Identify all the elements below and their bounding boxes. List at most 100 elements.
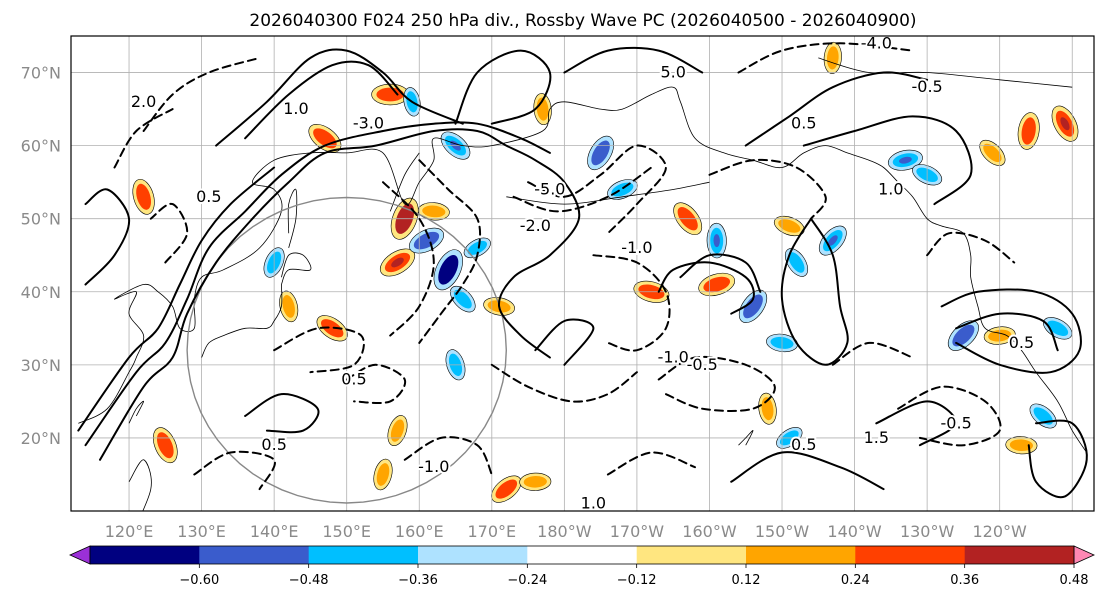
pc-contour bbox=[454, 49, 552, 125]
map-background bbox=[71, 36, 1094, 511]
divergence-blob bbox=[979, 139, 1006, 166]
divergence-blob bbox=[698, 272, 736, 297]
pc-contour bbox=[563, 46, 704, 74]
pc-contour bbox=[875, 400, 958, 447]
contour-label: 0.5 bbox=[341, 369, 366, 388]
pc-contour bbox=[940, 288, 1082, 374]
divergence-blob bbox=[379, 248, 416, 277]
x-tick-label: 170°E bbox=[467, 522, 516, 541]
rossby-pc-contours bbox=[77, 42, 1088, 499]
contour-label: 0.5 bbox=[1009, 333, 1034, 352]
y-tick-label: 60°N bbox=[21, 137, 61, 156]
contour-label: -1.0 bbox=[621, 238, 652, 257]
divergence-blob bbox=[738, 289, 768, 323]
y-tick-label: 50°N bbox=[21, 210, 61, 229]
colorbar-segment bbox=[964, 546, 1075, 564]
contour-label: 1.0 bbox=[581, 494, 606, 513]
x-tick-label: 160°E bbox=[395, 522, 444, 541]
pc-contour bbox=[215, 48, 464, 147]
divergence-blob bbox=[408, 227, 445, 254]
divergence-blob bbox=[533, 93, 552, 126]
colorbar-tick-label: 0.12 bbox=[732, 573, 761, 588]
x-tick-label: 120°E bbox=[105, 522, 154, 541]
divergence-blob bbox=[1017, 112, 1040, 150]
y-tick-label: 30°N bbox=[21, 356, 61, 375]
coastlines bbox=[78, 57, 1088, 511]
x-tick-label: 130°W bbox=[900, 522, 955, 541]
coastline bbox=[389, 152, 420, 212]
colorbar-tick-label: 0.24 bbox=[841, 573, 870, 588]
divergence-blob bbox=[132, 178, 155, 215]
pc-contour bbox=[273, 326, 365, 374]
pc-contour bbox=[490, 363, 638, 403]
divergence-blob bbox=[519, 472, 552, 491]
pc-contour bbox=[403, 436, 493, 476]
y-tick-label: 20°N bbox=[21, 429, 61, 448]
y-tick-label: 70°N bbox=[21, 64, 61, 83]
coastline bbox=[78, 86, 1088, 453]
colorbar-extend-low bbox=[69, 545, 91, 565]
divergence-blob bbox=[491, 475, 522, 503]
pc-contour bbox=[657, 355, 776, 412]
colorbar-segment bbox=[527, 546, 638, 564]
pc-contour bbox=[84, 188, 131, 286]
colorbar-tick-label: −0.48 bbox=[289, 573, 329, 588]
contour-label: -0.5 bbox=[941, 413, 972, 432]
pc-contour bbox=[84, 121, 551, 447]
colorbar-tick-label: −0.60 bbox=[179, 573, 219, 588]
pc-contour bbox=[418, 159, 482, 344]
divergence-blob bbox=[887, 149, 923, 171]
coastline bbox=[818, 57, 1073, 88]
contour-label: 1.5 bbox=[864, 428, 889, 447]
pc-contour bbox=[382, 181, 435, 337]
pc-contour bbox=[926, 231, 1016, 264]
contour-label: 2.0 bbox=[131, 92, 156, 111]
contour-label: 0.5 bbox=[196, 187, 221, 206]
contour-label: 0.5 bbox=[791, 114, 816, 133]
pc-contour bbox=[345, 363, 407, 404]
pc-contour bbox=[744, 71, 929, 147]
contour-label: 0.5 bbox=[791, 435, 816, 454]
colorbar bbox=[69, 545, 1095, 565]
colorbar-segment bbox=[90, 546, 200, 564]
pc-contour bbox=[831, 341, 914, 366]
x-tick-label: 140°E bbox=[250, 522, 299, 541]
divergence-blob bbox=[706, 222, 727, 259]
pc-contour bbox=[244, 393, 320, 434]
contour-label: 5.0 bbox=[660, 63, 685, 82]
colorbar-segment bbox=[308, 546, 419, 564]
pc-contour bbox=[708, 158, 827, 220]
colorbar-ticks: −0.60 −0.48 −0.36 −0.24 −0.12 0.12 0.24 0.36 0.4… bbox=[179, 564, 1088, 588]
coastline bbox=[128, 400, 145, 424]
y-axis-ticks: 20°N 30°N 40°N 50°N 60°N 70°N bbox=[21, 64, 61, 448]
contour-label: -4.0 bbox=[861, 33, 892, 52]
colorbar-segment bbox=[418, 546, 528, 564]
colorbar-tick-label: −0.24 bbox=[507, 573, 547, 588]
divergence-blob bbox=[784, 248, 809, 277]
contour-label: -1.0 bbox=[418, 457, 449, 476]
contour-labels: -5.0-4.0-3.0-2.0-1.0-0.50.51.01.02.05.00… bbox=[129, 33, 1036, 513]
pc-contour bbox=[897, 385, 1002, 447]
pc-contour bbox=[1027, 419, 1088, 499]
contour-label: -0.5 bbox=[912, 77, 943, 96]
coastline bbox=[287, 188, 298, 248]
coastline bbox=[128, 459, 152, 511]
y-tick-label: 40°N bbox=[21, 283, 61, 302]
colorbar-segment bbox=[636, 546, 747, 564]
x-tick-label: 170°W bbox=[610, 522, 665, 541]
pc-contour bbox=[527, 144, 667, 235]
divergence-blob bbox=[463, 237, 491, 259]
pc-contour bbox=[77, 166, 276, 432]
pc-contour bbox=[657, 261, 755, 315]
divergence-blob bbox=[152, 427, 178, 464]
divergence-blob bbox=[417, 202, 450, 221]
chart-title: 2026040300 F024 250 hPa div., Rossby Wav… bbox=[249, 11, 916, 31]
coastline bbox=[201, 284, 283, 358]
divergence-blob bbox=[1051, 105, 1079, 142]
x-tick-label: 120°W bbox=[973, 522, 1028, 541]
pc-contour bbox=[244, 60, 399, 140]
pc-contour bbox=[955, 312, 1059, 352]
pc-contour bbox=[193, 450, 276, 491]
contour-label: -1.0 bbox=[658, 348, 689, 367]
